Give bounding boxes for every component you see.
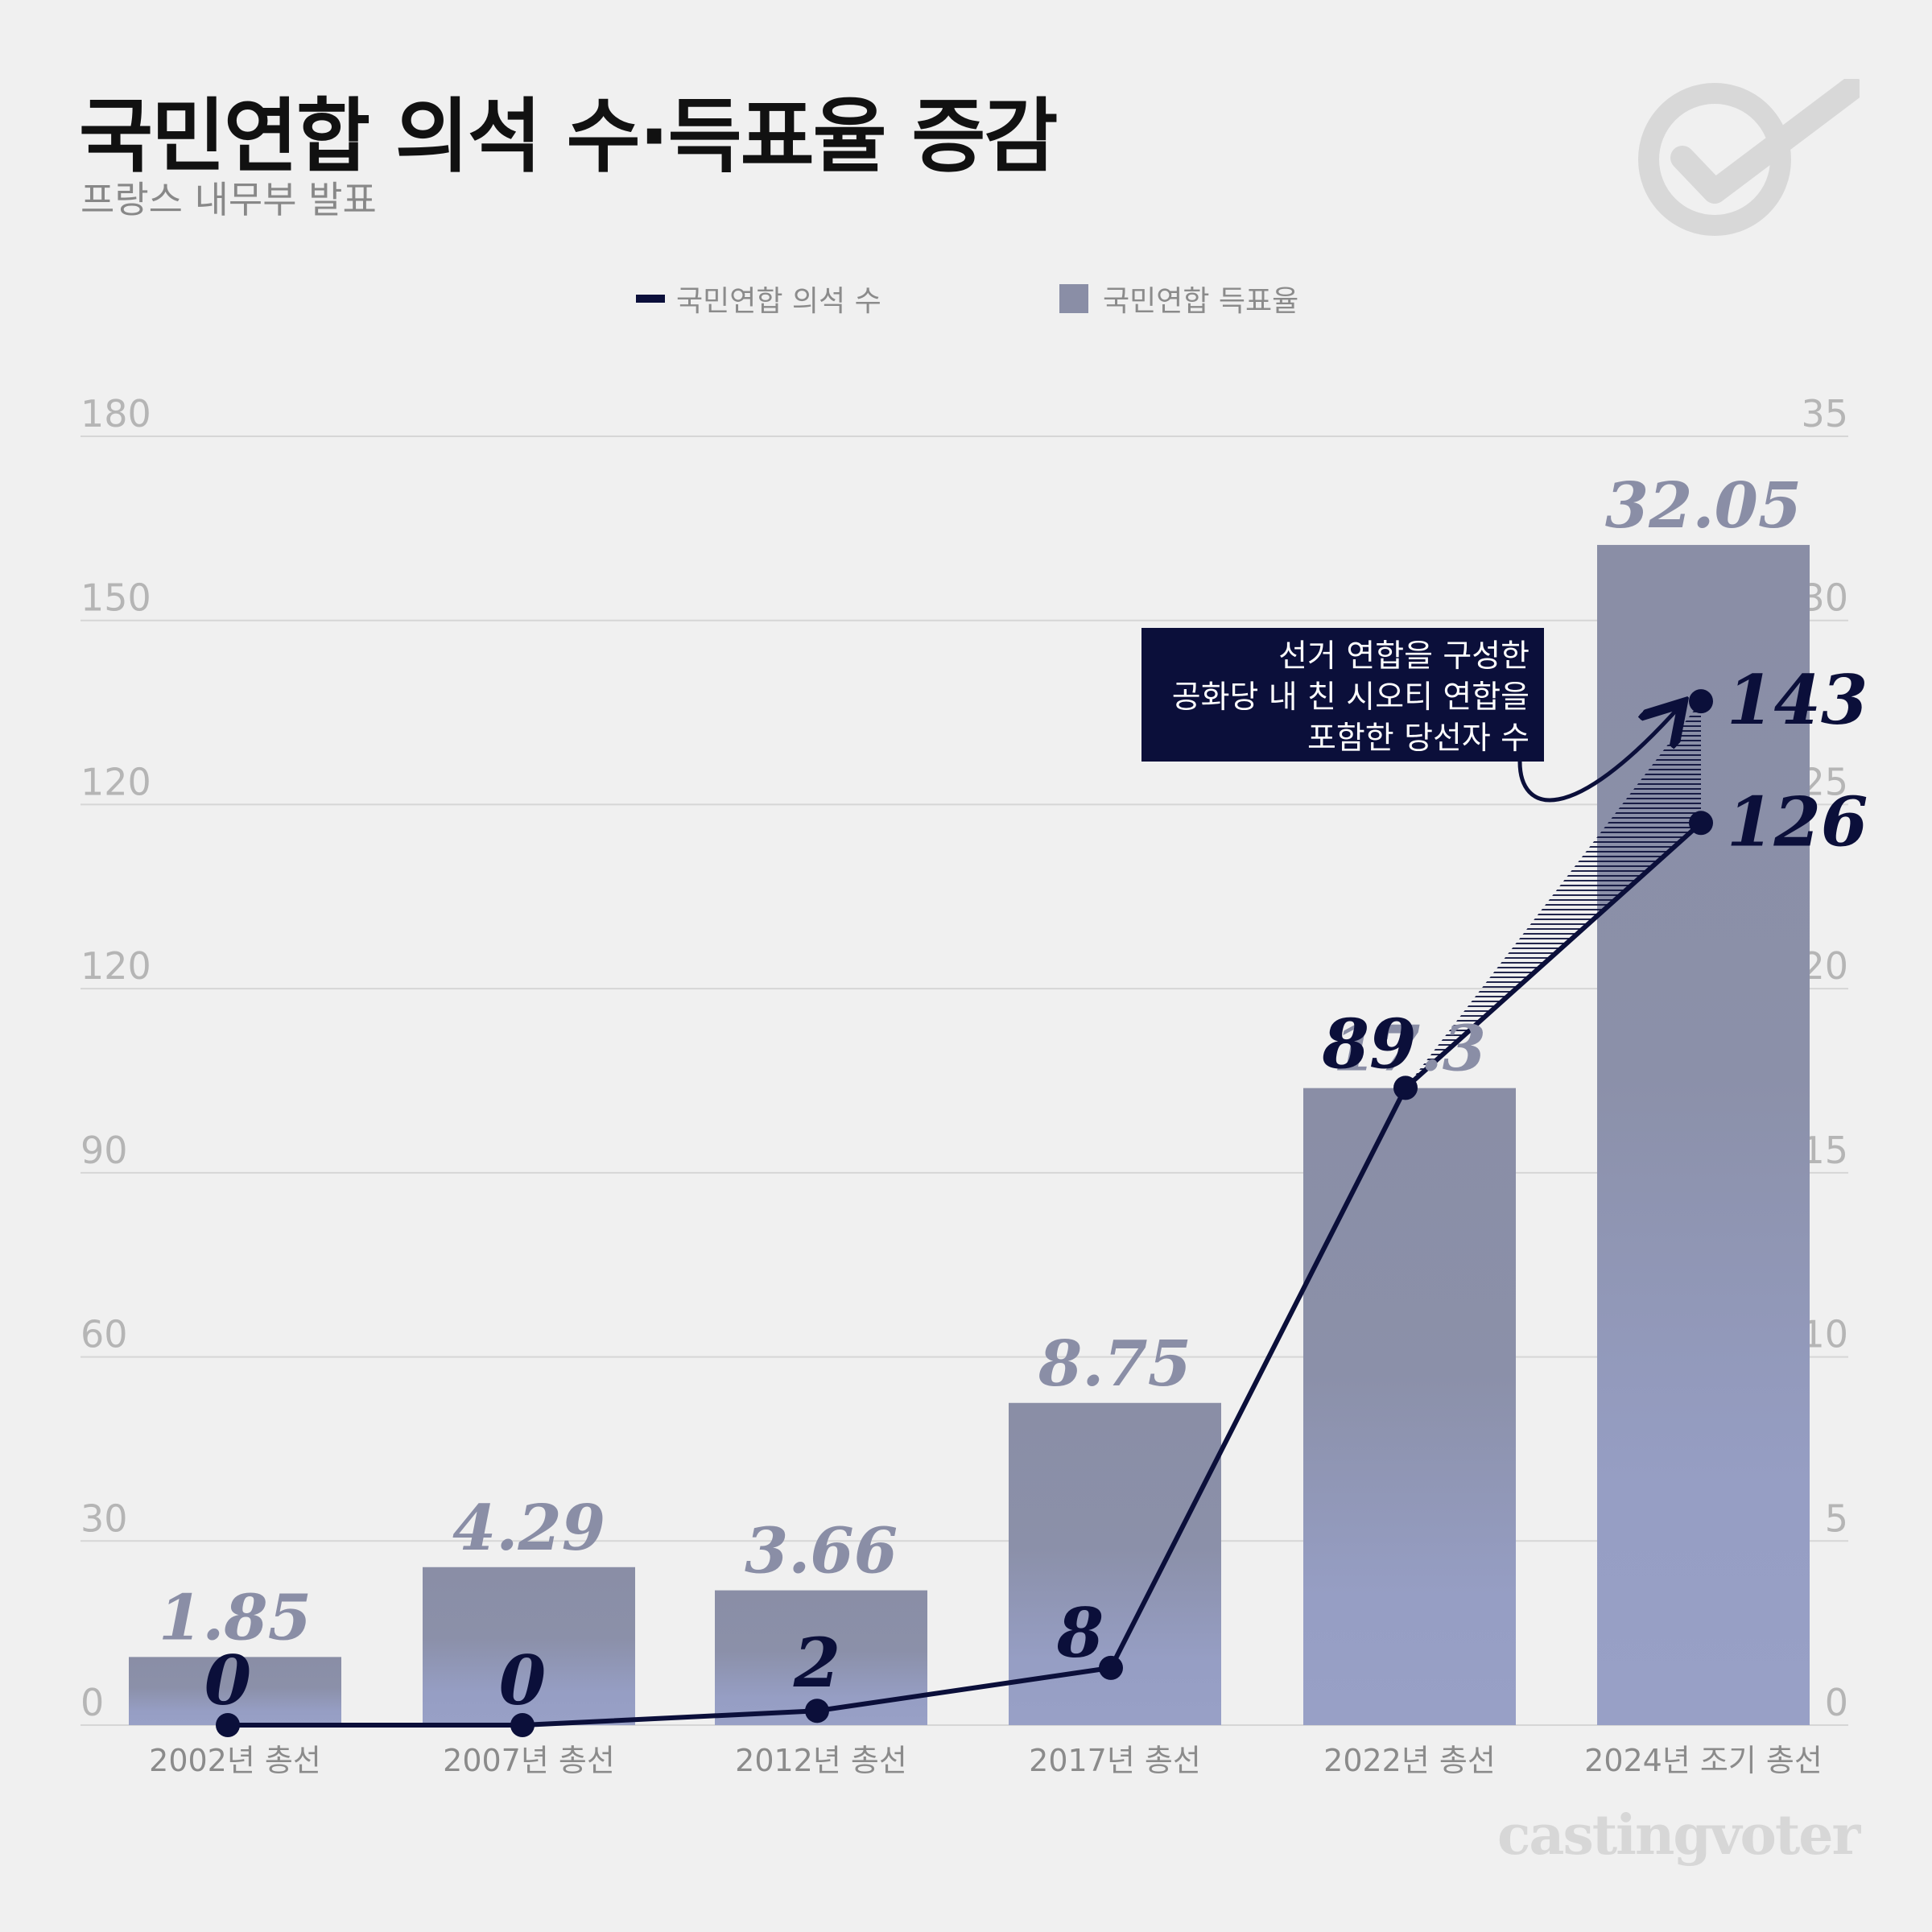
chart-subtitle: 프랑스 내무부 발표: [80, 178, 377, 221]
vote-share-label: 3.66: [745, 1515, 898, 1588]
callout-line: 선거 연합을 구성한: [1278, 638, 1530, 675]
left-axis-tick-label: 120: [80, 760, 151, 803]
seat-point: [1099, 1655, 1123, 1680]
callout-arrow: [1517, 706, 1680, 803]
legend-item-seats: 국민연합 의석 수: [636, 278, 881, 320]
vote-share-label: 4.29: [452, 1492, 605, 1565]
callout-line: 공화당 내 친 시오티 연합을: [1171, 679, 1530, 716]
vote-share-bar: [1303, 1088, 1516, 1725]
vote-share-label: 8.75: [1038, 1327, 1191, 1401]
seat-count-label: 89: [1322, 1004, 1417, 1084]
brand-watermark: castingvoter: [1497, 1803, 1860, 1868]
seat-point: [1393, 1075, 1418, 1100]
callout-box: 선거 연합을 구성한 공화당 내 친 시오티 연합을 포함한 당선자 수: [1141, 628, 1544, 762]
category-label: 2024년 조기 총선: [1584, 1743, 1823, 1778]
category-label: 2022년 총선: [1323, 1743, 1496, 1778]
legend-label-vote-share: 국민연합 득표율: [1103, 285, 1299, 318]
left-axis-tick-label: 150: [80, 576, 151, 620]
vote-share-bar: [129, 1657, 341, 1725]
vote-share-bar: [1597, 544, 1810, 1725]
extra-seats-hatch: [1406, 701, 1701, 1088]
right-axis-tick-label: 5: [1825, 1496, 1848, 1540]
seat-point: [216, 1713, 240, 1737]
vote-share-label: 1.85: [159, 1581, 312, 1654]
seat-count-label: 0: [499, 1641, 546, 1720]
checkmark-circle-icon: [1638, 79, 1860, 236]
category-label: 2017년 총선: [1029, 1743, 1201, 1778]
seat-point: [1689, 811, 1713, 836]
seat-point: [510, 1713, 535, 1737]
left-axis-tick-label: 30: [80, 1496, 128, 1540]
right-axis-tick-label: 35: [1801, 392, 1848, 436]
left-axis-tick-label: 0: [80, 1681, 104, 1724]
legend-swatch-line: [636, 295, 665, 303]
vote-share-label: 17.3: [1333, 1013, 1486, 1086]
left-axis-tick-label: 90: [80, 1129, 128, 1172]
seat-point-extra: [1689, 689, 1713, 714]
callout-line: 포함한 당선자 수: [1307, 720, 1530, 757]
vote-share-label: 32.05: [1605, 469, 1802, 543]
left-axis-tick-label: 120: [80, 944, 151, 988]
seat-count-label: 2: [793, 1623, 840, 1703]
chart-title: 국민연합 의석 수·득표율 증감: [79, 89, 1058, 184]
seat-count-label: 126: [1727, 782, 1868, 861]
category-label: 2007년 총선: [443, 1743, 615, 1778]
category-label: 2002년 총선: [149, 1743, 321, 1778]
seat-point: [805, 1699, 829, 1724]
seat-count-label: 8: [1056, 1593, 1104, 1673]
vote-share-bar: [423, 1567, 635, 1725]
legend-label-seats: 국민연합 의석 수: [676, 285, 881, 318]
category-label: 2012년 총선: [735, 1743, 907, 1778]
legend-item-vote-share: 국민연합 득표율: [1059, 278, 1298, 320]
seat-count-label-extra: 143: [1727, 660, 1868, 740]
legend-swatch-box: [1059, 284, 1088, 313]
seat-count-label: 0: [204, 1641, 251, 1720]
legend: 국민연합 의석 수 국민연합 득표율: [0, 278, 1932, 318]
left-axis-tick-label: 60: [80, 1313, 128, 1356]
seat-line: [228, 821, 1703, 1728]
left-axis-tick-label: 180: [80, 392, 151, 436]
right-axis-tick-label: 0: [1825, 1681, 1848, 1724]
